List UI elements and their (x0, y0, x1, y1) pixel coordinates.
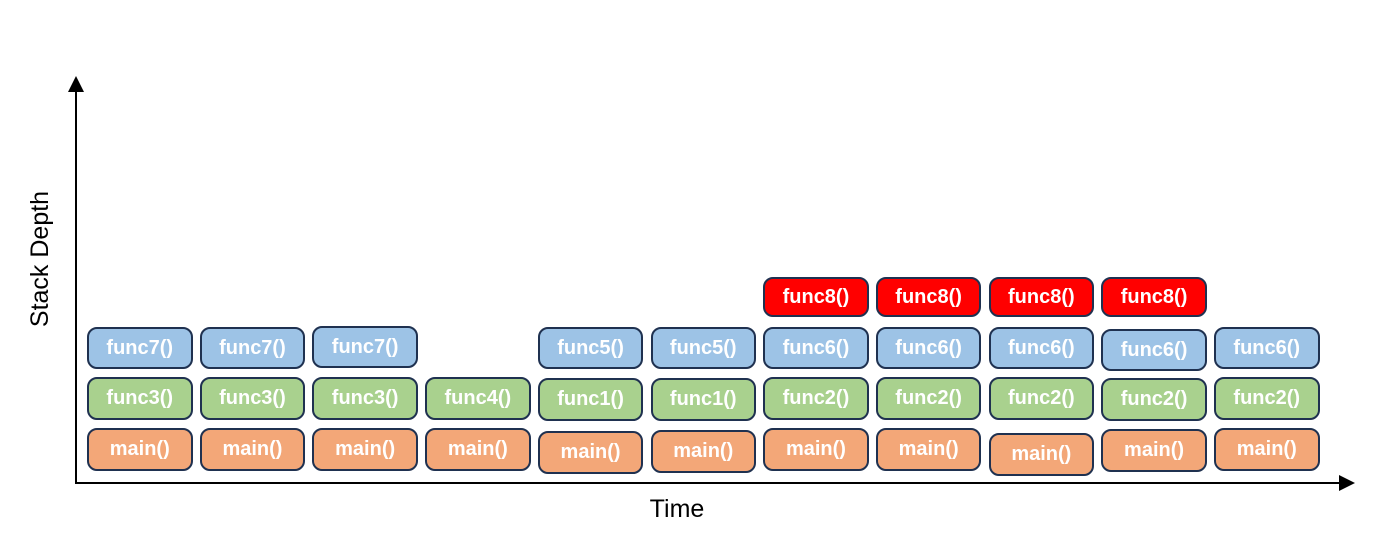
y-axis-label: Stack Depth (26, 190, 54, 328)
stack-frame-func5: func5() (650, 327, 756, 369)
stack-frame-func2: func2() (875, 377, 982, 420)
y-axis-arrowhead-icon (68, 76, 84, 92)
stack-frame-func6: func6() (1214, 327, 1320, 369)
stack-frame-func7: func7() (87, 327, 193, 369)
stack-frame-func3: func3() (312, 377, 418, 420)
stack-frame-main: main() (875, 428, 982, 471)
stack-frame-func6: func6() (763, 327, 869, 369)
stack-frame-func1: func1() (537, 378, 644, 421)
stack-frame-main: main() (199, 428, 306, 471)
stack-frame-func6: func6() (1101, 329, 1207, 371)
stack-frame-main: main() (1214, 428, 1320, 471)
stack-frame-func8: func8() (763, 277, 869, 317)
stack-frame-func2: func2() (1101, 378, 1207, 421)
stack-frame-func8: func8() (875, 277, 982, 317)
stack-frame-func6: func6() (875, 327, 982, 369)
stack-frame-func7: func7() (312, 326, 418, 368)
stack-frame-func7: func7() (199, 327, 306, 369)
y-axis (74, 88, 78, 484)
x-axis-label: Time (649, 495, 705, 523)
stack-frame-func4: func4() (425, 377, 531, 420)
stack-frame-func1: func1() (650, 378, 756, 421)
stack-frame-main: main() (1101, 429, 1207, 472)
stack-frame-main: main() (988, 433, 1095, 476)
stack-frame-func8: func8() (988, 277, 1095, 317)
stack-frame-main: main() (312, 428, 418, 471)
stack-frame-func8: func8() (1101, 277, 1207, 317)
stack-frame-func2: func2() (988, 377, 1095, 420)
stack-frame-main: main() (650, 430, 756, 473)
stack-frame-func6: func6() (988, 327, 1095, 369)
stack-frame-func2: func2() (763, 377, 869, 420)
stack-frame-func3: func3() (199, 377, 306, 420)
stack-frame-main: main() (87, 428, 193, 471)
stack-frame-func5: func5() (537, 327, 644, 369)
stack-frame-main: main() (763, 428, 869, 471)
stack-frame-func3: func3() (87, 377, 193, 420)
stack-frame-main: main() (425, 428, 531, 471)
stack-frame-func2: func2() (1214, 377, 1320, 420)
stack-frame-main: main() (537, 431, 644, 474)
x-axis-arrowhead-icon (1339, 474, 1355, 491)
x-axis (75, 481, 1341, 485)
